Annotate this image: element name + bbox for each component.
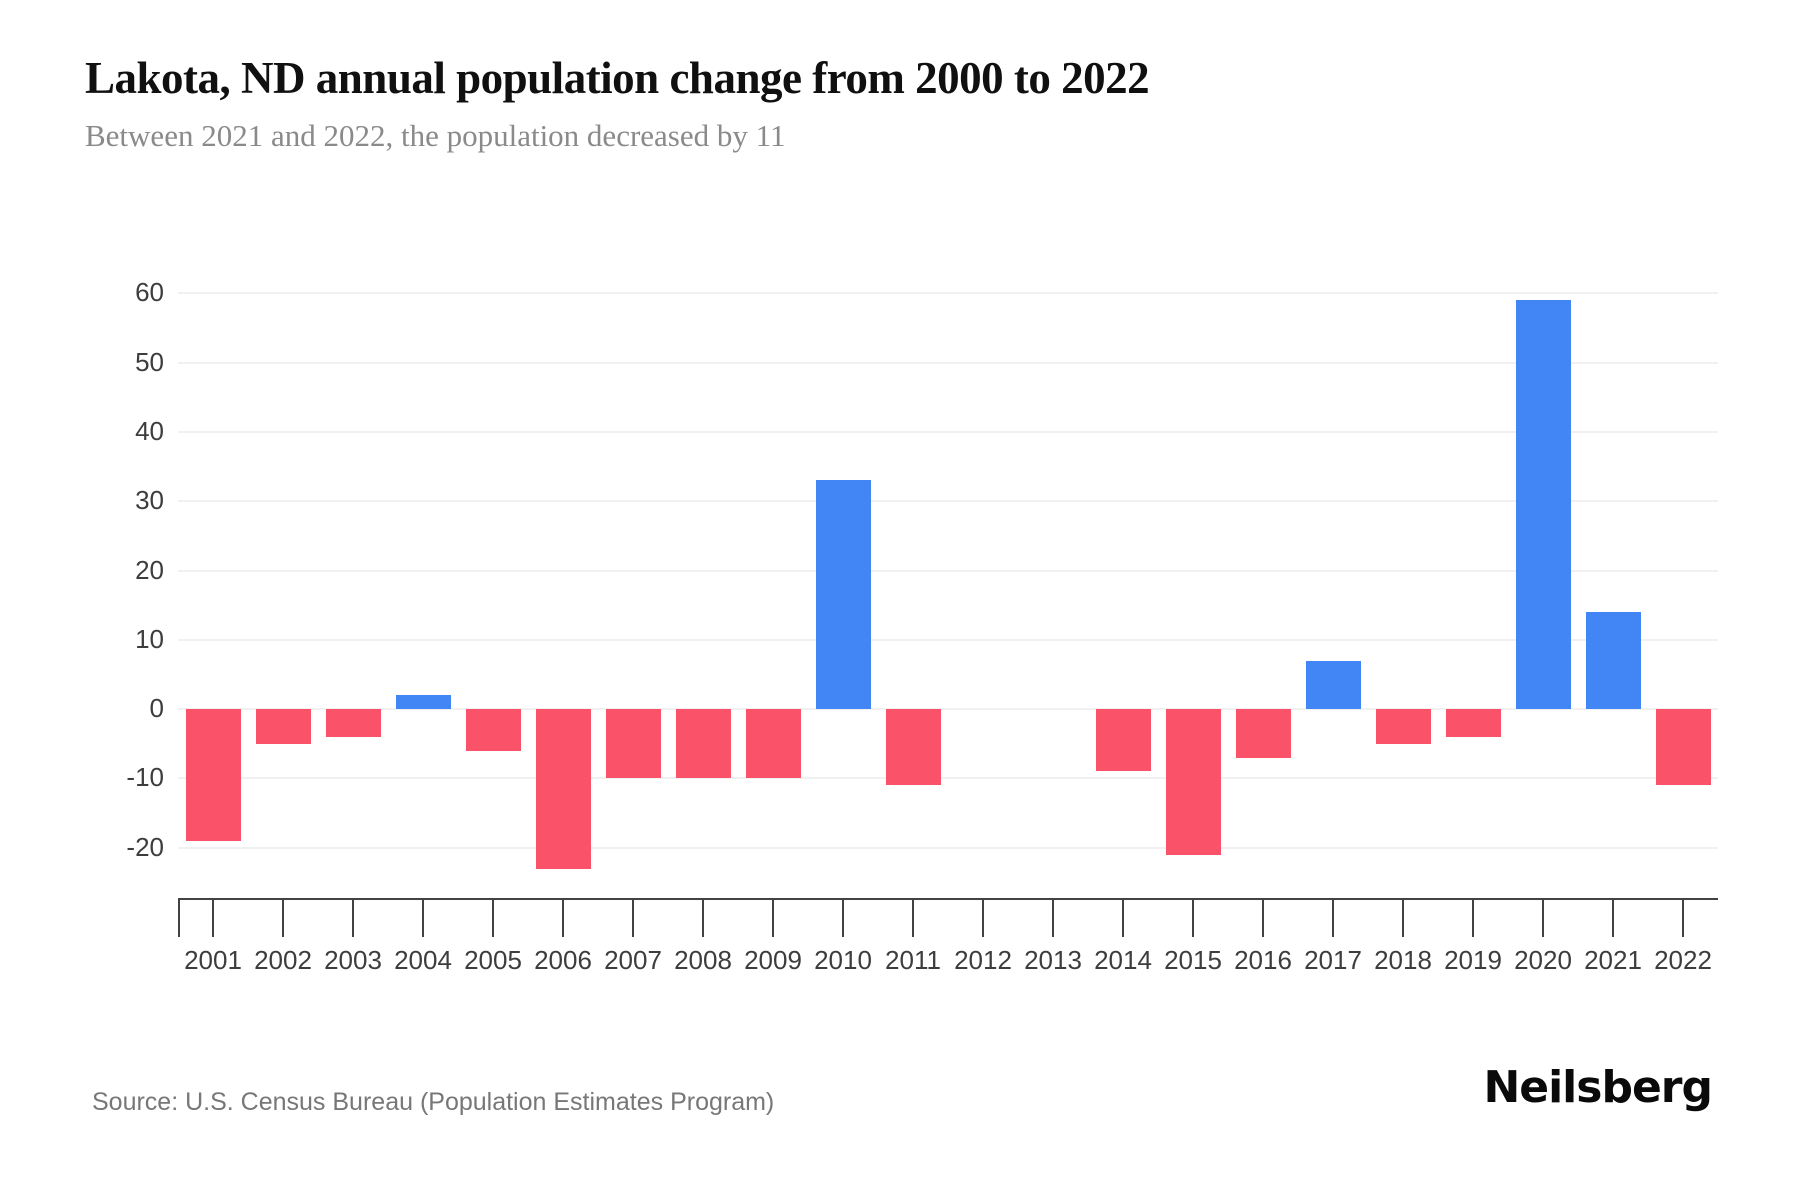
x-axis-label-2015: 2015: [1164, 945, 1222, 975]
x-axis-label-2012: 2012: [954, 945, 1012, 975]
x-axis-line: [178, 898, 1718, 900]
bar-2016[interactable]: [1235, 709, 1291, 758]
x-axis-label-2006: 2006: [534, 945, 592, 975]
x-axis-label-2019: 2019: [1444, 945, 1502, 975]
x-axis-tick-2008: [702, 899, 704, 937]
x-axis-tick-2022: [1682, 899, 1684, 937]
x-axis-tick-2012: [982, 899, 984, 937]
source-attribution: Source: U.S. Census Bureau (Population E…: [92, 1088, 775, 1116]
x-axis-label-2001: 2001: [184, 945, 242, 975]
gridline-60: [178, 292, 1718, 295]
neilsberg-logo: Neilsberg: [1483, 1062, 1713, 1113]
x-axis-label-2013: 2013: [1024, 945, 1082, 975]
gridline--10: [178, 777, 1718, 780]
gridline-50: [178, 361, 1718, 364]
x-axis-tick-2007: [632, 899, 634, 937]
x-axis-tick-2009: [772, 899, 774, 937]
bar-2003[interactable]: [325, 709, 381, 737]
bar-2015[interactable]: [1165, 709, 1221, 855]
bar-2009[interactable]: [745, 709, 801, 779]
x-axis-label-2002: 2002: [254, 945, 312, 975]
x-axis-label-2009: 2009: [744, 945, 802, 975]
bar-2018[interactable]: [1375, 709, 1431, 744]
bar-2011[interactable]: [885, 709, 941, 786]
bar-chart: 60 50 40 30 20 10 0 -10 -20 2001 2002 2003 2004 2005 2…: [0, 240, 1800, 1020]
x-axis-tick-2006: [562, 899, 564, 937]
x-axis-tick-2001: [212, 899, 214, 937]
bar-2020[interactable]: [1515, 300, 1571, 710]
bar-2007[interactable]: [605, 709, 661, 779]
x-axis-tick-2010: [842, 899, 844, 937]
gridline--20: [178, 846, 1718, 849]
y-axis-label-20: 20: [135, 554, 164, 585]
x-axis-tick-2019: [1472, 899, 1474, 937]
bar-2005[interactable]: [465, 709, 521, 751]
bar-2004[interactable]: [395, 695, 451, 710]
x-axis-label-2007: 2007: [604, 945, 662, 975]
x-axis-label-2018: 2018: [1374, 945, 1432, 975]
bar-2019[interactable]: [1445, 709, 1501, 737]
chart-title: Lakota, ND annual population change from…: [85, 53, 1150, 103]
x-axis-label-2010: 2010: [814, 945, 872, 975]
bar-2002[interactable]: [255, 709, 311, 744]
x-axis-tick-2016: [1262, 899, 1264, 937]
x-axis-tick-2011: [912, 899, 914, 937]
y-axis-label-50: 50: [135, 346, 164, 377]
x-axis-label-2011: 2011: [885, 945, 941, 975]
x-axis-tick-2017: [1332, 899, 1334, 937]
bar-2021[interactable]: [1585, 612, 1641, 710]
x-axis-label-2008: 2008: [674, 945, 732, 975]
y-axis-label--10: -10: [126, 762, 164, 793]
x-axis-label-2017: 2017: [1304, 945, 1362, 975]
plot-area: 60 50 40 30 20 10 0 -10 -20 2001 2002 2003 2004 2005 2…: [126, 240, 1718, 975]
bar-2008[interactable]: [675, 709, 731, 779]
x-axis-tick-2018: [1402, 899, 1404, 937]
x-axis-label-2005: 2005: [464, 945, 522, 975]
gridline-0: [178, 708, 1718, 711]
bar-2022[interactable]: [1655, 709, 1711, 786]
x-axis-tick-2015: [1192, 899, 1194, 937]
x-axis-label-2016: 2016: [1234, 945, 1292, 975]
y-axis-label-10: 10: [135, 623, 164, 654]
x-axis-tick-2013: [1052, 899, 1054, 937]
x-axis-label-2021: 2021: [1584, 945, 1642, 975]
gridline-10: [178, 638, 1718, 641]
bar-2017[interactable]: [1305, 660, 1361, 710]
x-axis-tick-2014: [1122, 899, 1124, 937]
bar-2006[interactable]: [535, 709, 591, 869]
bar-2001[interactable]: [185, 709, 241, 841]
x-axis-tick-2002: [282, 899, 284, 937]
x-axis-tick-2005: [492, 899, 494, 937]
y-axis-label-40: 40: [135, 415, 164, 446]
gridline-20: [178, 569, 1718, 572]
bar-2014[interactable]: [1095, 709, 1151, 772]
bar-2010[interactable]: [815, 480, 871, 710]
gridline-40: [178, 430, 1718, 433]
x-axis-label-2003: 2003: [324, 945, 382, 975]
x-axis-label-2004: 2004: [394, 945, 452, 975]
x-axis-edge-tick: [178, 899, 180, 937]
y-axis-label--20: -20: [126, 831, 164, 862]
chart-subtitle: Between 2021 and 2022, the population de…: [85, 118, 786, 153]
y-axis-label-30: 30: [135, 485, 164, 516]
x-axis-tick-2020: [1542, 899, 1544, 937]
x-axis-label-2020: 2020: [1514, 945, 1572, 975]
x-axis-label-2022: 2022: [1654, 945, 1712, 975]
gridline-30: [178, 500, 1718, 503]
x-axis-label-2014: 2014: [1094, 945, 1152, 975]
x-axis-tick-2004: [422, 899, 424, 937]
x-axis-tick-2021: [1612, 899, 1614, 937]
x-axis-tick-2003: [352, 899, 354, 937]
y-axis-label-0: 0: [149, 693, 164, 724]
y-axis-label-60: 60: [135, 277, 164, 308]
